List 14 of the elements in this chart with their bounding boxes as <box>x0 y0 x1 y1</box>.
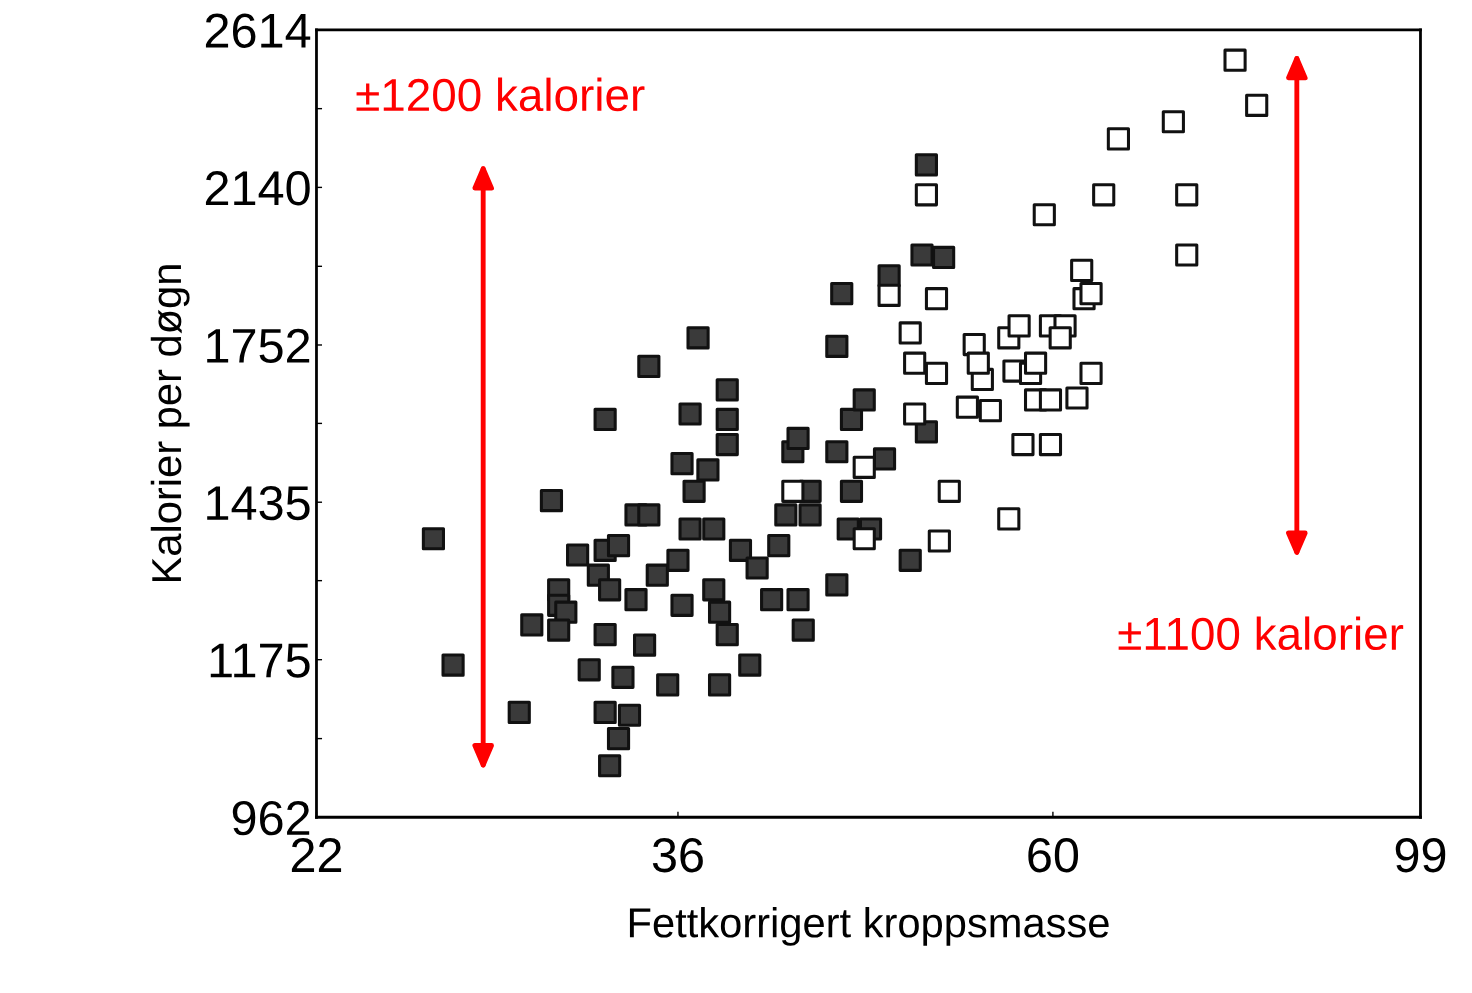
x-tick-label: 36 <box>652 837 703 873</box>
y-tick-label: 1752 <box>207 328 310 364</box>
y-tick-label: 2614 <box>205 13 311 48</box>
x-tick-label: 60 <box>1028 837 1079 873</box>
y-tick-label: 962 <box>232 800 310 836</box>
y-tick-label: 1435 <box>207 485 310 521</box>
y-axis-title: Kalorier per døgn <box>150 265 190 582</box>
x-tick-label: 22 <box>291 837 342 872</box>
y-tick-label: 2140 <box>205 171 310 206</box>
annotation: ±1200 kalorier <box>356 77 645 112</box>
x-axis-title: Fettkorrigert kroppsmasse <box>629 907 1109 946</box>
y-tick-label: 1175 <box>210 643 310 678</box>
annotation: ±1100 kalorier <box>1118 616 1404 651</box>
x-tick-label: 99 <box>1395 837 1446 873</box>
